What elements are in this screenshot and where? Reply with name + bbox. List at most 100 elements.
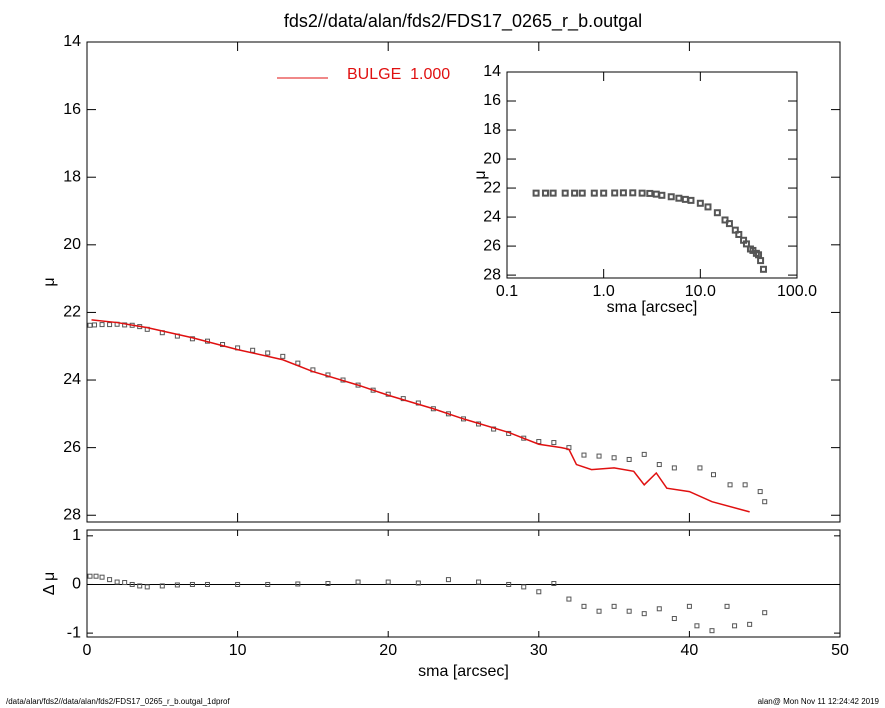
data-point <box>596 608 602 614</box>
data-point <box>656 462 662 468</box>
data-point <box>697 465 703 471</box>
data-point <box>571 189 579 197</box>
data-point <box>87 573 93 579</box>
data-point <box>578 189 586 197</box>
data-point <box>709 628 715 634</box>
data-point <box>747 621 753 627</box>
data-point <box>566 596 572 602</box>
data-point <box>87 322 93 328</box>
data-point <box>506 581 512 587</box>
data-point <box>551 581 557 586</box>
y-tick-label: 28 <box>483 266 501 283</box>
data-point <box>638 189 646 197</box>
plot-area <box>87 573 768 634</box>
plot-area <box>87 319 768 513</box>
model-line <box>91 319 750 513</box>
footer-right: alan@ Mon Nov 11 12:24:42 2019 <box>758 697 880 706</box>
data-point <box>204 581 210 587</box>
data-point <box>600 189 608 197</box>
data-point <box>658 191 666 199</box>
chart-title: fds2//data/alan/fds2/FDS17_0265_r_b.outg… <box>284 11 642 32</box>
data-point <box>107 322 113 328</box>
data-point <box>295 581 301 587</box>
data-point <box>727 482 733 488</box>
data-point <box>561 189 569 197</box>
data-point <box>725 220 733 228</box>
x-tick-label: 100.0 <box>777 283 817 300</box>
data-point <box>675 194 683 202</box>
data-point <box>742 240 750 248</box>
data-point <box>99 322 105 328</box>
data-point <box>629 189 637 197</box>
y-tick-label: -1 <box>67 624 81 641</box>
data-point <box>687 196 695 204</box>
x-axis-label: sma [arcsec] <box>418 663 509 680</box>
data-point <box>99 574 105 580</box>
data-point <box>581 603 587 609</box>
data-point <box>732 623 738 629</box>
data-point <box>731 226 739 234</box>
data-point <box>596 453 602 459</box>
data-point <box>694 623 700 629</box>
y-tick-label: 28 <box>63 506 81 523</box>
data-point <box>686 603 692 609</box>
y-tick-label: 16 <box>483 92 501 109</box>
data-point <box>159 583 165 589</box>
data-point <box>129 581 135 587</box>
data-point <box>611 189 619 197</box>
data-point <box>626 456 632 462</box>
x-tick-label: 1.0 <box>593 283 615 300</box>
data-point <box>626 608 632 614</box>
data-point <box>280 353 286 359</box>
data-point <box>551 440 557 446</box>
data-point <box>385 579 391 585</box>
footer-left: /data/alan/fds2//data/alan/fds2/FDS17_02… <box>6 697 231 706</box>
y-tick-label: 18 <box>63 168 81 185</box>
data-point <box>656 606 662 612</box>
y-tick-label: 14 <box>483 63 501 80</box>
data-point <box>735 230 743 238</box>
x-tick-label: 10.0 <box>685 283 716 300</box>
y-axis-label: μ <box>472 170 489 179</box>
data-point <box>757 257 765 265</box>
data-point <box>174 582 180 588</box>
x-tick-label: 40 <box>681 642 699 659</box>
data-point <box>762 499 768 505</box>
y-tick-label: 0 <box>72 576 81 593</box>
data-point <box>704 203 712 211</box>
data-point <box>671 465 677 471</box>
data-point <box>265 350 271 356</box>
legend-label: BULGE 1.000 <box>347 66 450 83</box>
data-point <box>521 584 527 590</box>
data-point <box>265 581 271 587</box>
data-point <box>581 452 587 458</box>
data-point <box>667 193 675 201</box>
data-point <box>235 581 241 587</box>
data-point <box>137 583 143 589</box>
data-point <box>415 580 421 586</box>
data-point <box>122 322 128 328</box>
x-axis-label: sma [arcsec] <box>607 299 698 316</box>
y-tick-label: 20 <box>483 150 501 167</box>
y-tick-label: 22 <box>483 179 501 196</box>
data-point <box>646 189 654 197</box>
data-point <box>762 610 768 616</box>
data-point <box>122 580 128 586</box>
data-point <box>671 616 677 622</box>
data-point <box>724 603 730 609</box>
data-point <box>189 581 195 587</box>
data-point <box>721 216 729 224</box>
data-point <box>549 189 557 197</box>
data-point <box>93 573 99 579</box>
data-point <box>325 581 331 586</box>
y-tick-label: 24 <box>483 208 501 225</box>
y-tick-label: 14 <box>63 33 81 50</box>
data-point <box>611 603 617 609</box>
data-point <box>757 489 763 495</box>
y-tick-label: 26 <box>483 237 501 254</box>
data-point <box>590 189 598 197</box>
data-point <box>611 455 617 461</box>
x-tick-label: 20 <box>379 642 397 659</box>
data-point <box>696 199 704 207</box>
plot-frame <box>86 529 841 638</box>
